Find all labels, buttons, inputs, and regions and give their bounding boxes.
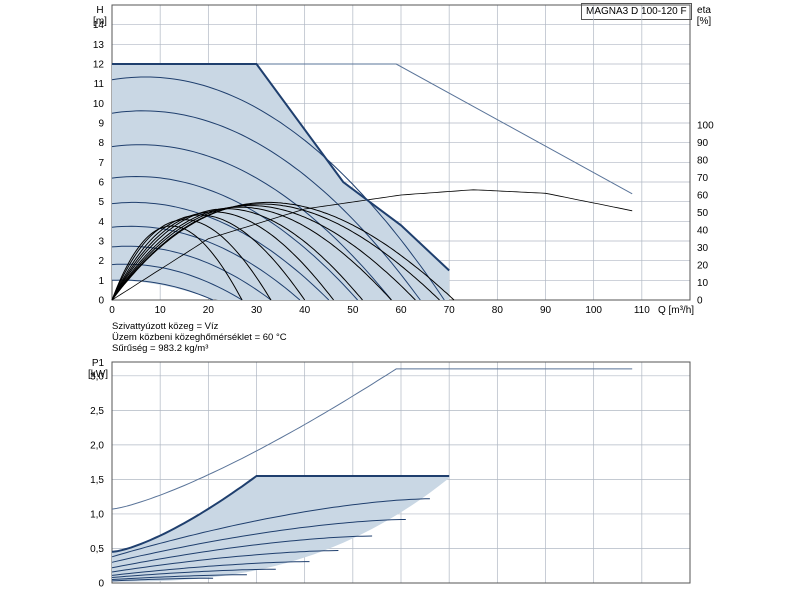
x-tick-label: 60 <box>395 305 407 316</box>
eta-tick-label: 20 <box>697 261 709 272</box>
p1-tick-label: 0,5 <box>90 544 104 555</box>
eta-tick-label: 80 <box>697 156 709 167</box>
efficiency-curve-5 <box>111 208 363 301</box>
eta-tick-label: 60 <box>697 191 709 202</box>
p1-tick-label: 1,5 <box>90 475 104 486</box>
y-tick-label: 8 <box>98 138 104 149</box>
efficiency-curve-4 <box>111 206 392 301</box>
power-curve-6 <box>111 568 276 578</box>
x-tick-label: 30 <box>251 305 263 316</box>
y-tick-label: 0 <box>98 296 104 307</box>
eta-axis-unit: [%] <box>697 16 712 27</box>
speed-curve-6 <box>111 225 301 301</box>
y-tick-label: 10 <box>93 99 105 110</box>
y-tick-label: 14 <box>93 20 105 31</box>
head-chart: 0 10 20 30 40 50 60 70 80 90 100 110012345678910111… <box>93 4 714 316</box>
x-axis-label: Q [m³/h] <box>658 305 694 316</box>
x-tick-label: 100 <box>585 305 602 316</box>
power-curve-8 <box>111 577 214 582</box>
y-tick-label: 1 <box>98 276 104 287</box>
power-area <box>112 476 450 583</box>
plot-frame <box>111 361 691 584</box>
y-tick-label: 7 <box>98 158 104 169</box>
power-curve-4 <box>111 550 339 573</box>
medium-line3: Sűrűség = 983.2 kg/m³ <box>112 343 209 354</box>
efficiency-curve-9 <box>111 225 243 301</box>
max-power-curve <box>111 475 450 553</box>
x-tick-label: 0 <box>109 305 115 316</box>
y-tick-label: 9 <box>98 119 104 130</box>
p1-tick-label: 2,5 <box>90 406 104 417</box>
p1-tick-label: 3,0 <box>90 371 104 382</box>
y-tick-label: 3 <box>98 237 104 248</box>
p1-tick-label: 1,0 <box>90 509 104 520</box>
efficiency-curve-2 <box>111 203 440 301</box>
x-tick-label: 110 <box>634 305 650 316</box>
efficiency-curve-1 <box>111 201 455 301</box>
eta-tick-label: 100 <box>697 121 714 132</box>
p1-axis-unit: [kW] <box>88 369 108 380</box>
y-tick-label: 4 <box>98 217 104 228</box>
operating-area <box>112 64 450 300</box>
eta-tick-label: 0 <box>697 296 703 307</box>
power-curve-1 <box>111 498 430 558</box>
efficiency-curve-7 <box>111 214 306 301</box>
efficiency-extended <box>111 189 633 301</box>
eta-tick-label: 10 <box>697 278 709 289</box>
x-tick-label: 40 <box>299 305 311 316</box>
efficiency-curve-6 <box>111 211 334 301</box>
y-axis-label: H <box>96 5 103 16</box>
power-curve-2 <box>111 519 406 563</box>
power-curve-7 <box>111 574 247 580</box>
x-tick-label: 50 <box>347 305 359 316</box>
p1-tick-label: 0 <box>98 579 104 590</box>
p1-tick-label: 2,0 <box>90 440 104 451</box>
p1-axis-label: P1 <box>92 358 105 369</box>
power-curve-3 <box>111 535 373 569</box>
speed-curve-2 <box>111 110 421 301</box>
x-tick-label: 10 <box>155 305 167 316</box>
speed-curve-9 <box>111 279 214 301</box>
y-tick-label: 2 <box>98 256 104 267</box>
medium-line2: Üzem közbeni közeghőmérséklet = 60 °C <box>112 332 287 343</box>
y-tick-label: 6 <box>98 178 104 189</box>
efficiency-curve-8 <box>111 219 272 301</box>
y-tick-label: 5 <box>98 197 104 208</box>
efficiency-curve-3 <box>111 205 416 301</box>
y-axis-unit: [m] <box>93 16 107 27</box>
power-curve-5 <box>111 561 310 576</box>
speed-curve-7 <box>111 245 272 301</box>
speed-curve-3 <box>111 144 392 301</box>
eta-tick-label: 30 <box>697 243 709 254</box>
eta-tick-label: 50 <box>697 208 709 219</box>
eta-axis-label: eta <box>697 5 711 16</box>
eta-tick-label: 90 <box>697 138 709 149</box>
power-chart: 0 0,5 1,0 1,5 2,0 2,5 3,0 P1[kW] <box>88 358 691 590</box>
y-tick-label: 11 <box>94 79 105 90</box>
x-tick-label: 80 <box>492 305 504 316</box>
speed-curve-5 <box>111 201 330 301</box>
speed-curve-1 <box>111 76 445 301</box>
eta-tick-label: 70 <box>697 173 709 184</box>
speed-curve-4 <box>111 175 358 301</box>
y-tick-label: 12 <box>93 60 105 71</box>
pump-model-label: MAGNA3 D 100-120 F <box>581 3 692 20</box>
medium-line1: Szivattyúzott közeg = Víz <box>112 321 219 332</box>
x-tick-label: 20 <box>203 305 215 316</box>
x-tick-label: 70 <box>444 305 456 316</box>
x-tick-label: 90 <box>540 305 552 316</box>
extended-power-curve <box>111 368 633 510</box>
y-tick-label: 13 <box>93 40 105 51</box>
eta-tick-label: 40 <box>697 226 709 237</box>
max-curve <box>112 63 450 272</box>
